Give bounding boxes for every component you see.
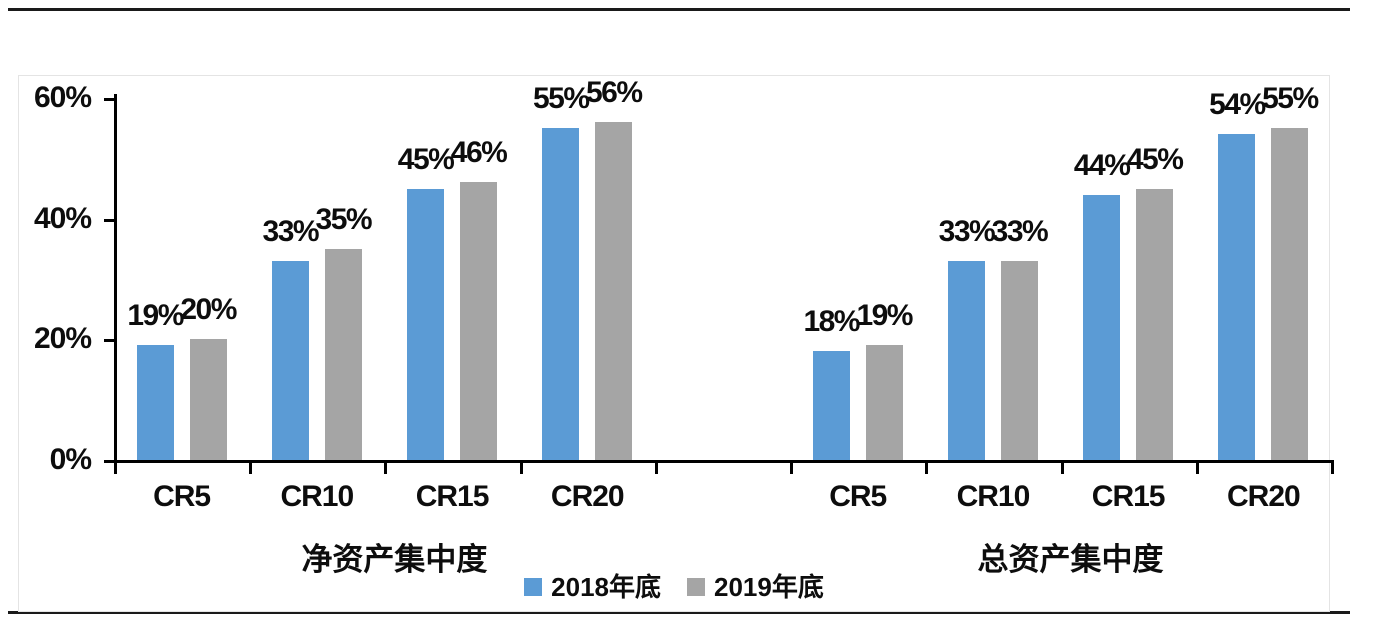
top-divider-rule <box>8 8 1350 11</box>
y-axis-tick <box>104 218 114 222</box>
bar-value-label: 44% <box>1073 148 1131 182</box>
legend-swatch-2019 <box>687 578 705 596</box>
x-axis-tick <box>1060 463 1064 474</box>
bar-value-label: 18% <box>803 305 860 339</box>
bar-value-label: 33% <box>991 214 1049 248</box>
category-label: CR15 <box>1091 480 1166 513</box>
y-axis-line <box>114 94 117 463</box>
category-label: CR20 <box>550 480 625 513</box>
bar-value-label: 45% <box>397 142 455 176</box>
x-axis-line <box>114 460 1334 463</box>
category-label: CR5 <box>153 480 211 513</box>
bottom-divider-rule <box>8 611 1350 614</box>
bar-value-label: 45% <box>1126 142 1184 176</box>
bar-2019 <box>1000 260 1038 460</box>
y-axis-tick-label: 20% <box>33 322 92 356</box>
bar-2018 <box>947 260 985 460</box>
y-axis-tick-label: 40% <box>33 201 92 235</box>
chart-legend: 2018年底 2019年底 <box>19 574 1329 600</box>
x-axis-tick <box>925 463 929 474</box>
bar-value-label: 56% <box>585 76 643 110</box>
bar-2019 <box>595 122 633 460</box>
bar-2018 <box>271 260 309 460</box>
x-axis-tick <box>1331 463 1334 474</box>
x-axis-tick <box>519 463 523 474</box>
x-axis-tick <box>790 463 794 474</box>
bar-value-label: 20% <box>180 293 237 327</box>
bar-2019 <box>865 345 903 460</box>
bar-value-label: 19% <box>127 299 184 333</box>
bar-2018 <box>1083 194 1121 460</box>
bar-2019 <box>189 339 227 460</box>
legend-item-2018: 2018年底 <box>524 574 661 600</box>
category-label: CR5 <box>829 480 887 513</box>
bar-value-label: 33% <box>262 214 320 248</box>
bar-2018 <box>812 351 850 460</box>
bar-value-label: 35% <box>315 202 373 236</box>
y-axis-tick <box>104 460 114 463</box>
bar-2018 <box>542 128 580 460</box>
legend-item-2019: 2019年底 <box>687 574 824 600</box>
chart-area: 0% 20% 40% 60% 19% 20% CR5 33% 35% CR10 45% 46% CR15… <box>18 75 1334 612</box>
bar-value-label: 55% <box>1262 82 1319 116</box>
bar-2019 <box>460 182 498 460</box>
bar-2018 <box>136 345 174 460</box>
category-label: CR20 <box>1227 480 1301 513</box>
y-axis-tick <box>104 98 114 101</box>
y-axis-tick-label: 60% <box>33 81 92 114</box>
x-axis-tick <box>1195 463 1199 474</box>
category-label: CR10 <box>956 480 1031 513</box>
y-axis-tick-label: 0% <box>49 443 92 476</box>
bar-2019 <box>1136 188 1174 460</box>
group-label: 总资产集中度 <box>977 542 1164 577</box>
category-label: CR15 <box>415 480 490 513</box>
bar-value-label: 46% <box>450 136 508 170</box>
legend-label-2019: 2019年底 <box>714 572 824 602</box>
group-label: 净资产集中度 <box>301 542 488 577</box>
bar-2018 <box>1218 134 1256 460</box>
x-axis-tick <box>249 463 253 474</box>
bar-value-label: 19% <box>856 299 913 333</box>
legend-label-2018: 2018年底 <box>551 572 661 602</box>
bar-2018 <box>407 188 445 460</box>
bar-value-label: 33% <box>938 214 996 248</box>
legend-swatch-2018 <box>524 578 543 596</box>
x-axis-tick <box>384 463 388 474</box>
bar-2019 <box>1271 128 1309 460</box>
x-axis-tick <box>114 463 117 474</box>
x-axis-tick <box>654 463 658 474</box>
category-label: CR10 <box>280 480 354 513</box>
bar-2019 <box>324 248 362 460</box>
bar-value-label: 54% <box>1209 88 1266 122</box>
y-axis-tick <box>104 339 114 343</box>
bar-value-label: 55% <box>532 82 590 116</box>
